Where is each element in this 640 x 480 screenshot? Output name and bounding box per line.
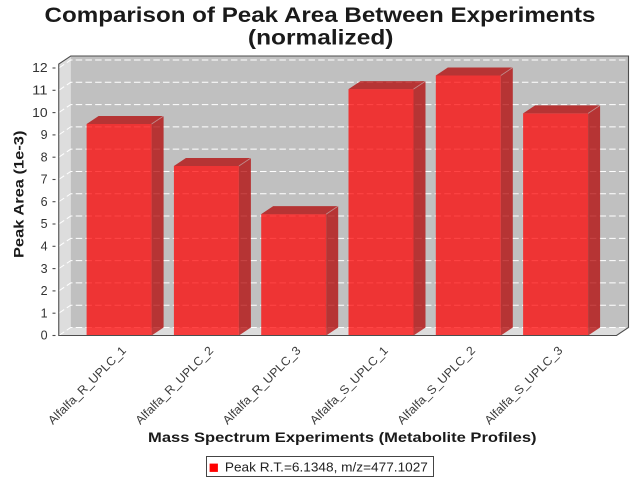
svg-text:Peak Area (1e-3): Peak Area (1e-3) <box>11 131 27 258</box>
svg-text:8: 8 <box>41 150 48 164</box>
svg-text:2: 2 <box>41 284 48 298</box>
svg-text:5: 5 <box>41 217 48 231</box>
svg-text:6: 6 <box>41 195 48 209</box>
svg-text:Mass Spectrum Experiments (Met: Mass Spectrum Experiments (Metabolite Pr… <box>148 429 537 445</box>
svg-text:3: 3 <box>41 262 48 276</box>
svg-text:4: 4 <box>41 240 48 254</box>
svg-text:1: 1 <box>41 306 48 320</box>
svg-text:9: 9 <box>41 128 48 142</box>
svg-text:Peak R.T.=6.1348, m/z=477.1027: Peak R.T.=6.1348, m/z=477.1027 <box>225 459 428 474</box>
svg-text:0: 0 <box>41 329 48 343</box>
svg-text:7: 7 <box>41 173 48 187</box>
svg-text:(normalized): (normalized) <box>248 27 394 50</box>
svg-text:Comparison of Peak Area Betwee: Comparison of Peak Area Between Experime… <box>45 4 596 27</box>
svg-text:11: 11 <box>32 84 48 98</box>
svg-text:10: 10 <box>32 106 48 120</box>
svg-text:12: 12 <box>32 61 48 75</box>
